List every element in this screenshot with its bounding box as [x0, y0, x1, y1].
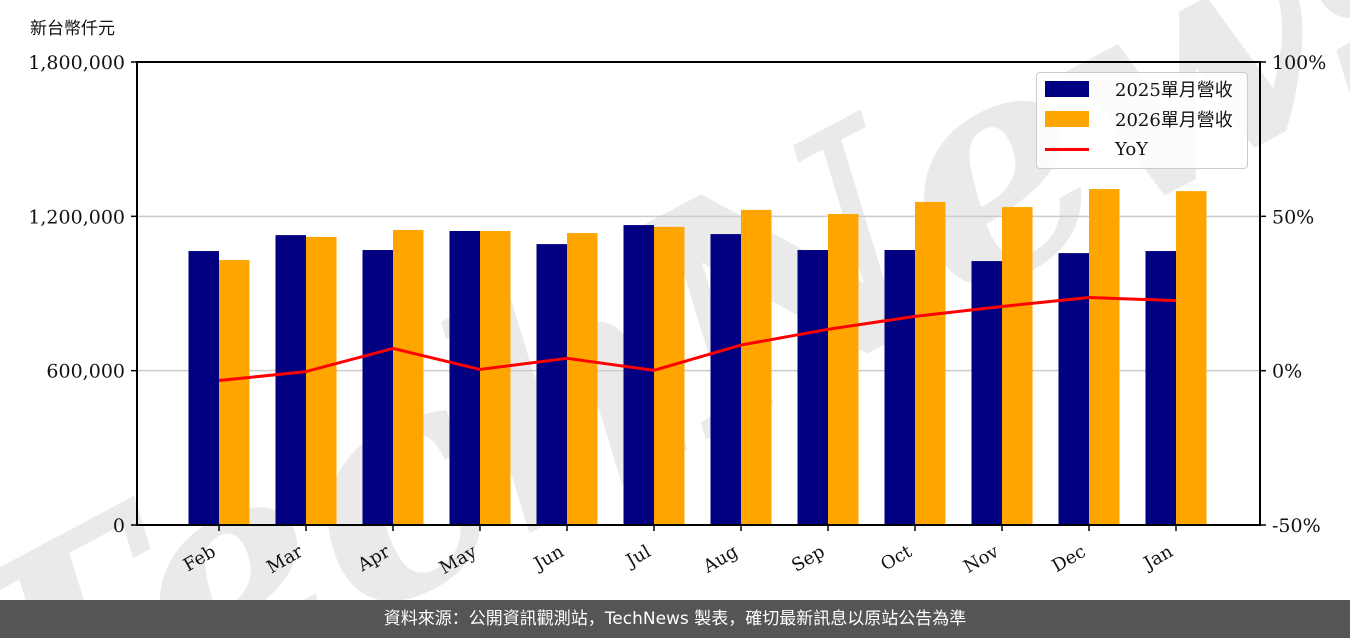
y-tick-label: 1,200,000 — [28, 206, 125, 228]
legend-item-2026: 2026單月營收 — [1045, 108, 1233, 131]
y2-tick-label: 50% — [1272, 206, 1314, 228]
bar-2026 — [915, 201, 946, 525]
y2-tick-label: -50% — [1272, 515, 1321, 537]
bar-2026 — [654, 226, 685, 525]
bar-2025 — [275, 235, 306, 526]
x-tick-label: Dec — [1049, 541, 1090, 577]
bar-2025 — [362, 250, 393, 525]
x-tick-label: Sep — [788, 541, 828, 576]
y2-tick-label: 100% — [1272, 52, 1326, 74]
chart-legend: 2025單月營收 2026單月營收 YoY — [1036, 72, 1248, 169]
bar-2026 — [393, 229, 424, 525]
x-tick-label: Nov — [960, 541, 1003, 578]
bar-2025 — [884, 250, 915, 525]
bar-2026 — [828, 214, 859, 526]
x-tick-label: Oct — [877, 541, 916, 576]
x-tick-label: Aug — [699, 541, 742, 578]
legend-line-yoy — [1045, 147, 1089, 151]
bar-2025 — [710, 234, 741, 525]
legend-label: 2026單月營收 — [1115, 110, 1233, 131]
bar-2025 — [797, 250, 828, 525]
legend-swatch-2026 — [1045, 111, 1089, 127]
revenue-chart: TechNews 0600,0001,200,0001,800,000-50%0… — [0, 0, 1350, 600]
y-tick-label: 600,000 — [46, 361, 125, 383]
bar-2026 — [1089, 189, 1120, 525]
legend-item-yoy: YoY — [1045, 138, 1148, 160]
y-axis-unit-label: 新台幣仟元 — [30, 19, 115, 39]
bar-series — [188, 189, 1207, 526]
bar-2025 — [623, 225, 654, 525]
bar-2025 — [971, 261, 1002, 525]
bar-2026 — [306, 236, 337, 525]
bar-2026 — [1002, 207, 1033, 525]
bar-2025 — [1145, 251, 1176, 525]
bar-2025 — [449, 230, 480, 525]
bar-2026 — [219, 260, 250, 525]
y-tick-label: 1,800,000 — [28, 52, 125, 74]
bar-2026 — [1176, 191, 1207, 525]
bar-2026 — [480, 230, 511, 525]
legend-label: YoY — [1115, 138, 1149, 160]
yoy-polyline — [218, 296, 1177, 383]
bar-2025 — [1058, 253, 1089, 526]
yoy-line — [218, 296, 1177, 383]
bar-2026 — [567, 233, 598, 525]
legend-label: 2025單月營收 — [1115, 80, 1233, 101]
y-tick-label: 0 — [113, 515, 125, 537]
bar-2026 — [741, 209, 772, 525]
y2-tick-label: 0% — [1272, 361, 1302, 383]
x-tick-label: Jan — [1139, 541, 1177, 575]
bar-2025 — [536, 244, 567, 525]
legend-item-2025: 2025單月營收 — [1045, 78, 1233, 101]
legend-swatch-2025 — [1045, 81, 1089, 97]
plot-frame — [136, 61, 1261, 526]
bar-2025 — [188, 251, 219, 525]
source-footer: 資料來源：公開資訊觀測站，TechNews 製表，確切最新訊息以原站公告為準 — [0, 600, 1350, 638]
